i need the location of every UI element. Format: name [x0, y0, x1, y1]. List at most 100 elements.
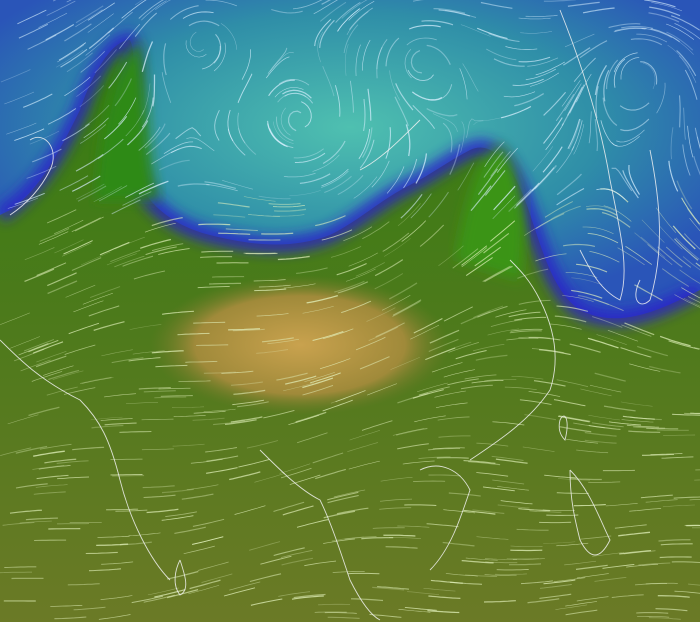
- streamline: [188, 20, 220, 27]
- streamline: [564, 560, 597, 566]
- streamline: [273, 501, 305, 513]
- streamline: [638, 562, 671, 566]
- streamline: [319, 19, 335, 48]
- streamline: [527, 57, 559, 67]
- streamline: [628, 164, 640, 195]
- streamline: [355, 44, 361, 77]
- streamline: [588, 481, 621, 483]
- streamline: [190, 458, 223, 464]
- streamline: [511, 376, 544, 380]
- streamline: [192, 536, 224, 545]
- streamline: [324, 612, 357, 614]
- streamline: [175, 127, 202, 140]
- streamline: [648, 12, 680, 23]
- streamline: [493, 185, 516, 211]
- streamline: [362, 39, 371, 71]
- streamline: [535, 253, 567, 262]
- streamline: [313, 0, 338, 15]
- streamline: [634, 583, 667, 586]
- streamline: [115, 509, 148, 512]
- streamline: [620, 401, 653, 407]
- streamline: [565, 609, 598, 616]
- streamline: [535, 213, 565, 230]
- streamline: [434, 390, 466, 398]
- streamline: [410, 193, 432, 219]
- streamline: [131, 595, 164, 604]
- streamline: [676, 50, 697, 77]
- streamline: [533, 380, 566, 387]
- streamline: [492, 479, 525, 485]
- streamline: [460, 121, 465, 153]
- streamline: [385, 37, 400, 67]
- streamline: [151, 350, 184, 354]
- streamline: [444, 9, 477, 18]
- streamline: [683, 107, 686, 140]
- streamline: [302, 305, 334, 314]
- streamline: [491, 455, 524, 461]
- streamline: [534, 165, 557, 190]
- streamline: [38, 465, 71, 470]
- streamline: [321, 168, 349, 187]
- streamline: [475, 354, 508, 361]
- streamline: [220, 23, 237, 50]
- streamline: [468, 461, 501, 466]
- streamline: [118, 97, 137, 125]
- streamline: [272, 214, 305, 217]
- streamline: [173, 415, 206, 417]
- streamline: [576, 449, 609, 454]
- streamline: [514, 93, 545, 107]
- streamline: [201, 45, 221, 70]
- streamline: [626, 563, 659, 568]
- streamline: [128, 532, 161, 537]
- streamline: [269, 52, 294, 72]
- streamline: [518, 336, 551, 339]
- streamline: [557, 478, 591, 481]
- streamline: [227, 109, 234, 142]
- streamline: [418, 386, 450, 396]
- streamline: [376, 46, 383, 79]
- streamline: [390, 356, 421, 370]
- streamline: [644, 0, 676, 8]
- streamline: [79, 85, 104, 107]
- streamline: [482, 265, 511, 283]
- streamline: [633, 426, 666, 429]
- streamline: [579, 535, 612, 540]
- streamline: [121, 0, 147, 19]
- streamline: [693, 346, 700, 350]
- streamline: [79, 124, 107, 144]
- streamline: [188, 585, 220, 595]
- streamline: [445, 573, 478, 577]
- streamline: [432, 113, 458, 132]
- jet-edge: [0, 31, 700, 327]
- streamline: [112, 474, 145, 477]
- streamline: [512, 558, 545, 560]
- streamline: [474, 246, 502, 267]
- streamline: [23, 338, 55, 352]
- streamline: [75, 153, 104, 172]
- streamline: [321, 170, 349, 188]
- streamline: [38, 231, 69, 245]
- streamline: [203, 408, 236, 412]
- streamline: [428, 447, 461, 451]
- streamline: [641, 219, 665, 243]
- streamline: [247, 214, 280, 217]
- streamline: [649, 6, 681, 17]
- streamline: [400, 193, 423, 219]
- streamline: [676, 180, 693, 210]
- streamline: [241, 49, 251, 80]
- streamline: [104, 393, 137, 398]
- streamline: [484, 141, 505, 167]
- streamline: [250, 598, 283, 606]
- streamline: [582, 7, 615, 14]
- streamline: [465, 574, 498, 577]
- streamline: [569, 84, 585, 114]
- streamline: [556, 379, 589, 387]
- streamline: [658, 539, 691, 542]
- warm-tongue: [455, 145, 524, 280]
- streamline: [283, 283, 316, 289]
- streamline: [91, 424, 124, 429]
- streamline: [161, 488, 194, 494]
- streamline: [243, 196, 276, 202]
- streamline: [46, 209, 77, 224]
- streamline: [288, 414, 320, 426]
